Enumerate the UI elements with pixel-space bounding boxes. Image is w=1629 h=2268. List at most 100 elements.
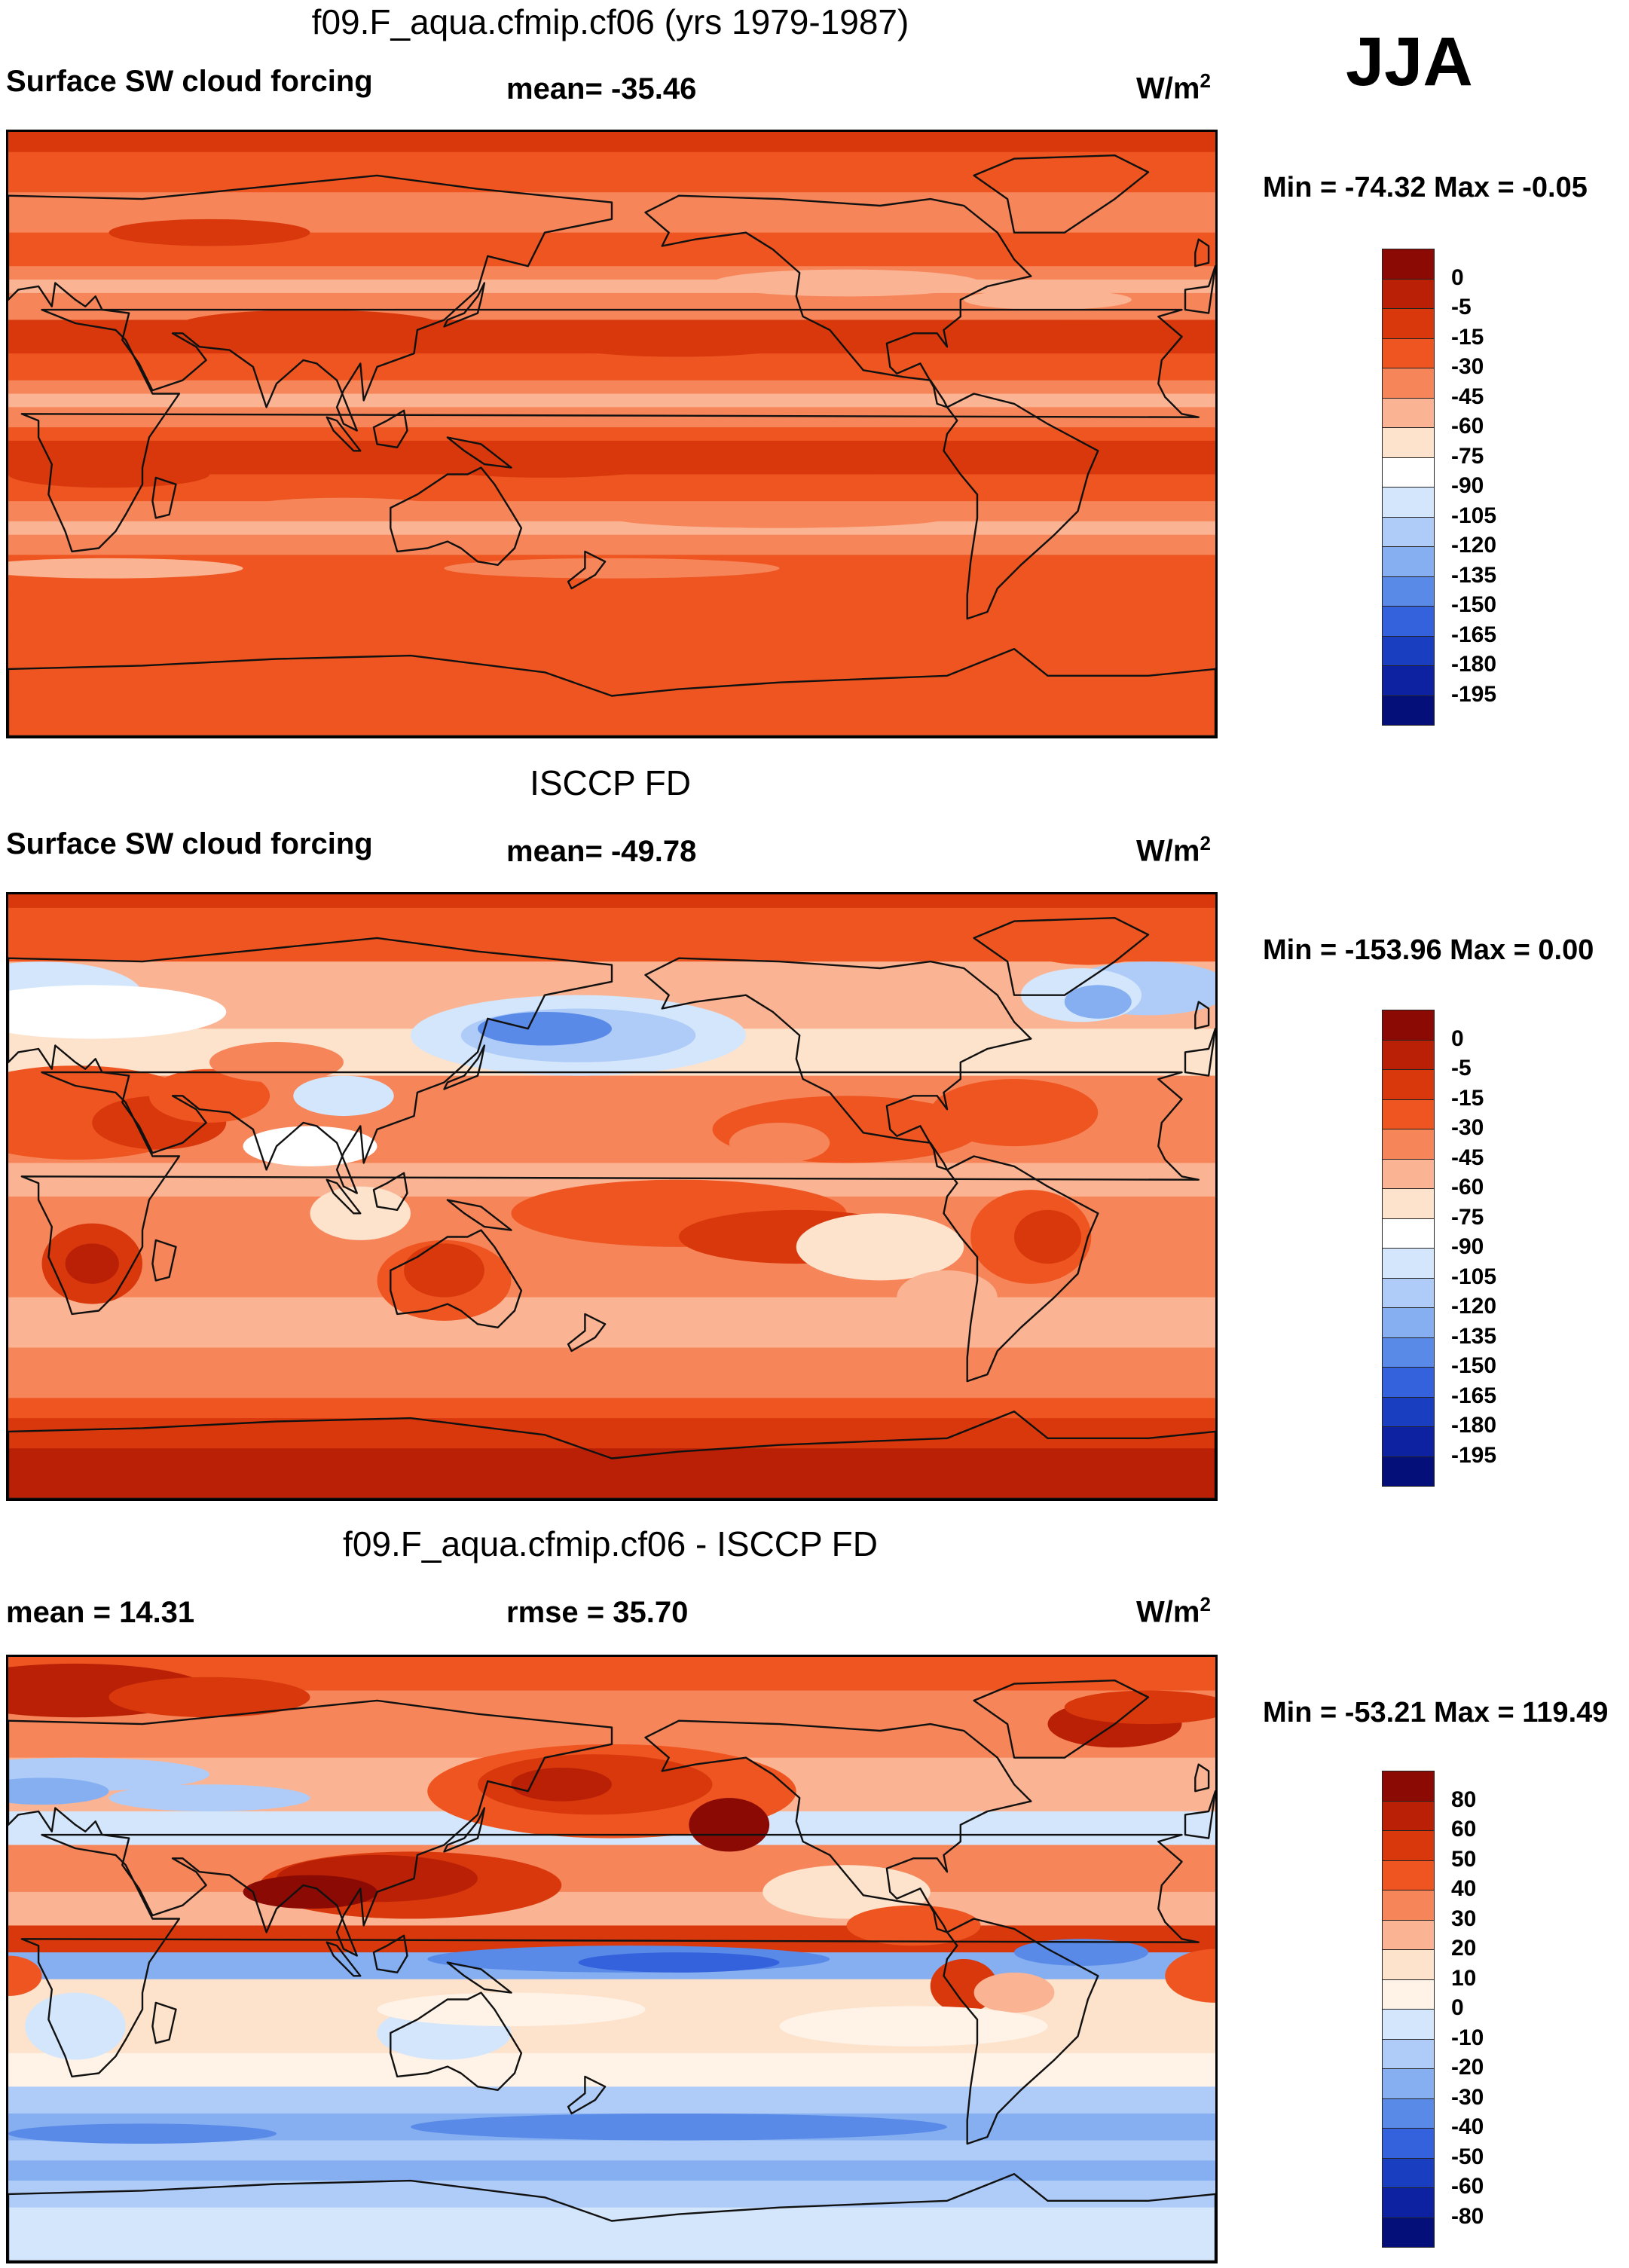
colorbar-box — [1382, 397, 1435, 428]
colorbar-box — [1382, 695, 1435, 726]
coastline-new_zealand — [567, 550, 607, 590]
contour-region — [444, 558, 780, 579]
panel-2-colorbar: 0 -5 -15 -30 -45 -60 -75 -90 -105 -120 -135 -150 -16… — [1382, 1010, 1496, 1487]
colorbar-box — [1382, 635, 1435, 666]
zonal-band — [8, 501, 1215, 522]
coastline-australia — [390, 1991, 523, 2091]
coastline-north_america — [644, 957, 1032, 1171]
contour-region — [612, 508, 947, 528]
colorbar-box — [1382, 1337, 1435, 1368]
contour-region — [8, 460, 209, 488]
contour-region — [377, 1992, 646, 2027]
coastline-madagascar — [151, 476, 177, 519]
colorbar-tick-label: -120 — [1451, 1294, 1497, 1319]
contour-region — [545, 322, 813, 357]
contour-region — [796, 1213, 964, 1281]
colorbar-box — [1382, 665, 1435, 696]
panel-3-rmse-label: rmse = 35.70 — [506, 1596, 689, 1629]
coastline-new_zealand — [567, 2075, 607, 2115]
coastline-africa — [20, 1071, 1200, 1316]
zonal-band — [8, 907, 1215, 962]
colorbar-box — [1382, 249, 1435, 280]
zonal-band — [8, 1845, 1215, 1893]
colorbar-tick-label: -15 — [1451, 324, 1484, 350]
colorbar-tick-label: 10 — [1451, 1965, 1477, 1991]
colorbar-tick-label: -10 — [1451, 2025, 1484, 2050]
zonal-band — [8, 393, 1215, 408]
contour-region — [712, 269, 981, 297]
contour-region — [108, 1677, 310, 1718]
coastline-uk — [1194, 1763, 1210, 1793]
contour-region — [243, 1875, 377, 1909]
colorbar-tick-label: -75 — [1451, 1204, 1484, 1230]
colorbar-tick-label: -45 — [1451, 1145, 1484, 1170]
coastline-madagascar — [151, 2001, 177, 2044]
coastline-europe_west — [1184, 265, 1215, 314]
colorbar-box — [1382, 308, 1435, 339]
colorbar-box — [1382, 1771, 1435, 1802]
contour-region — [411, 444, 679, 478]
zonal-band — [8, 2181, 1215, 2208]
coastline-europe_west — [1184, 1790, 1215, 1839]
colorbar-tick-label: -60 — [1451, 414, 1484, 439]
contour-region — [8, 985, 227, 1039]
contour-region — [964, 289, 1132, 310]
colorbar-tick-label: -5 — [1451, 1056, 1472, 1081]
panel-3-title: f09.F_aqua.cfmip.cf06 - ISCCP FD — [343, 1524, 878, 1563]
season-label: JJA — [1346, 23, 1473, 100]
colorbar-box — [1382, 1919, 1435, 1950]
zonal-band — [8, 595, 1215, 636]
colorbar-tick-label: -5 — [1451, 295, 1472, 319]
colorbar-tick-label: -20 — [1451, 2055, 1484, 2080]
coastline-uk — [1194, 238, 1210, 267]
colorbar-tick-label: -195 — [1451, 1442, 1497, 1468]
colorbar-box — [1382, 1099, 1435, 1129]
coastline-sumatra — [325, 1178, 362, 1215]
contour-region — [478, 1011, 612, 1046]
zonal-band — [8, 2140, 1215, 2161]
contour-region — [1064, 1690, 1215, 1725]
contour-region — [25, 1992, 126, 2060]
contour-region — [8, 2123, 277, 2144]
panel-2-variable-label: Surface SW cloud forcing — [6, 827, 373, 860]
panel-2-mean-label: mean= -49.78 — [506, 835, 697, 868]
colorbar-tick-label: -195 — [1451, 681, 1497, 707]
contour-region — [411, 2113, 947, 2141]
colorbar-tick-label: -90 — [1451, 473, 1484, 498]
zonal-band — [8, 266, 1215, 280]
colorbar-tick-label: -135 — [1451, 1323, 1497, 1349]
colorbar-box — [1382, 278, 1435, 309]
colorbar-tick-label: -60 — [1451, 1175, 1484, 1200]
coastline-borneo — [372, 409, 408, 448]
coastline-antarctica — [8, 1411, 1215, 1499]
colorbar-box — [1382, 1039, 1435, 1070]
colorbar-tick-label: -105 — [1451, 1264, 1497, 1289]
panel-1-map — [6, 130, 1218, 738]
colorbar-box — [1382, 2217, 1435, 2248]
coastline-japan — [443, 1044, 486, 1090]
panel-3-units: W/m2 — [1136, 1593, 1211, 1629]
contour-region — [176, 310, 445, 344]
colorbar-box — [1382, 1069, 1435, 1100]
panel-2-minmax: Min = -153.96 Max = 0.00 — [1263, 934, 1594, 966]
contour-region — [511, 1768, 612, 1802]
colorbar-tick-label: -45 — [1451, 384, 1484, 409]
panel-3-mean-label: mean = 14.31 — [6, 1596, 195, 1629]
coastline-new_zealand — [567, 1313, 607, 1353]
contour-region — [8, 1955, 42, 1997]
contour-region — [712, 447, 981, 475]
zonal-band — [8, 353, 1215, 381]
coastline-eurasia_east — [8, 174, 613, 432]
colorbar-tick-label: -30 — [1451, 354, 1484, 379]
coastline-australia — [390, 1229, 523, 1328]
coastline-eurasia_east — [8, 937, 613, 1194]
colorbar-tick-label: -105 — [1451, 503, 1497, 528]
panel-1-minmax: Min = -74.32 Max = -0.05 — [1263, 172, 1588, 203]
panel-1-variable-label: Surface SW cloud forcing — [6, 65, 373, 98]
colorbar-box — [1382, 1277, 1435, 1308]
colorbar-tick-label: -90 — [1451, 1234, 1484, 1259]
coastline-antarctica — [8, 2173, 1215, 2261]
panel-2-title: ISCCP FD — [530, 763, 691, 802]
contour-region — [108, 219, 310, 246]
colorbar-tick-label: -150 — [1451, 592, 1497, 617]
